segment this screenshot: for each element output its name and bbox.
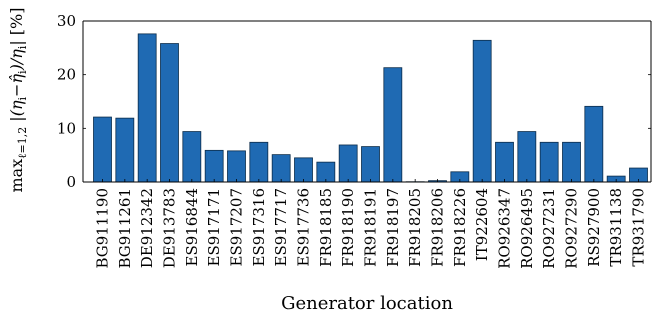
x-tick-label: RO927231 — [540, 188, 558, 269]
bar-fr918190 — [338, 144, 358, 183]
y-tick-label: 20 — [57, 66, 76, 84]
y-tick-label: 10 — [57, 119, 76, 137]
x-tick-label: RS927900 — [585, 188, 603, 267]
y-axis-label: maxℓ=1,2 |(ηi−η̂i)/ηi| [%] — [7, 7, 29, 192]
bar-bg911190 — [93, 116, 112, 183]
x-tick-label: FR918226 — [451, 188, 469, 267]
x-tick-label: FR918205 — [406, 188, 424, 267]
x-tick-label: FR918197 — [384, 188, 402, 267]
x-tick-label: RO926347 — [496, 188, 514, 269]
x-tick-label: TR931138 — [607, 188, 625, 267]
x-tick-label: IT922604 — [473, 188, 491, 261]
x-tick-label: ES917736 — [295, 188, 313, 267]
y-tick-label: 0 — [66, 173, 76, 191]
x-tick-label: FR918191 — [362, 188, 380, 267]
x-tick-label: RO927290 — [563, 188, 581, 269]
y-tick-labels: 0 10 20 30 — [57, 12, 651, 191]
x-tick-label: ES917316 — [250, 188, 268, 267]
bar-es917736 — [294, 157, 313, 183]
bar-bg911261 — [115, 117, 135, 183]
bar-ro926347 — [495, 141, 514, 183]
bar-ro927231 — [539, 141, 559, 183]
bar-de912342 — [137, 33, 157, 183]
x-tick-label: ES917717 — [272, 188, 290, 267]
bar-es917717 — [271, 154, 291, 183]
bar-rs927900 — [584, 105, 604, 183]
x-tick-label: FR918206 — [429, 188, 447, 267]
bar-de913783 — [160, 43, 179, 183]
bar-fr918197 — [383, 67, 403, 183]
bar-ro927290 — [562, 141, 581, 183]
bar-ro926495 — [517, 131, 537, 183]
x-tick-label: ES916844 — [183, 188, 201, 267]
x-tick-label: ES917171 — [205, 188, 223, 267]
bars-group — [93, 33, 648, 183]
x-tick-label: FR918185 — [317, 188, 335, 267]
bar-fr918191 — [361, 146, 380, 183]
x-tick-label: DE912342 — [138, 188, 156, 268]
x-tick-label: TR931790 — [630, 188, 648, 267]
x-tick-label: RO926495 — [518, 188, 536, 269]
bar-es916844 — [182, 131, 202, 183]
axes-frame — [82, 20, 652, 183]
x-tick-label: BG911261 — [116, 188, 134, 269]
x-tick-label: DE913783 — [161, 188, 179, 268]
bar-es917207 — [227, 150, 246, 183]
x-axis-title: Generator location — [281, 293, 453, 314]
bar-es917316 — [249, 141, 269, 183]
x-tick-label: BG911190 — [94, 188, 112, 269]
x-tick-label: FR918190 — [339, 188, 357, 267]
bar-es917171 — [204, 149, 224, 183]
bar-it922604 — [472, 39, 492, 183]
x-tick-label: ES917207 — [228, 188, 246, 267]
y-tick-label: 30 — [57, 12, 76, 30]
svg-text:maxℓ=1,2 |(ηi−η̂i)/ηi| [%]: maxℓ=1,2 |(ηi−η̂i)/ηi| [%] — [7, 7, 29, 192]
x-tick-labels: BG911190 BG911261 DE912342 DE913783 ES916844… — [94, 179, 648, 269]
